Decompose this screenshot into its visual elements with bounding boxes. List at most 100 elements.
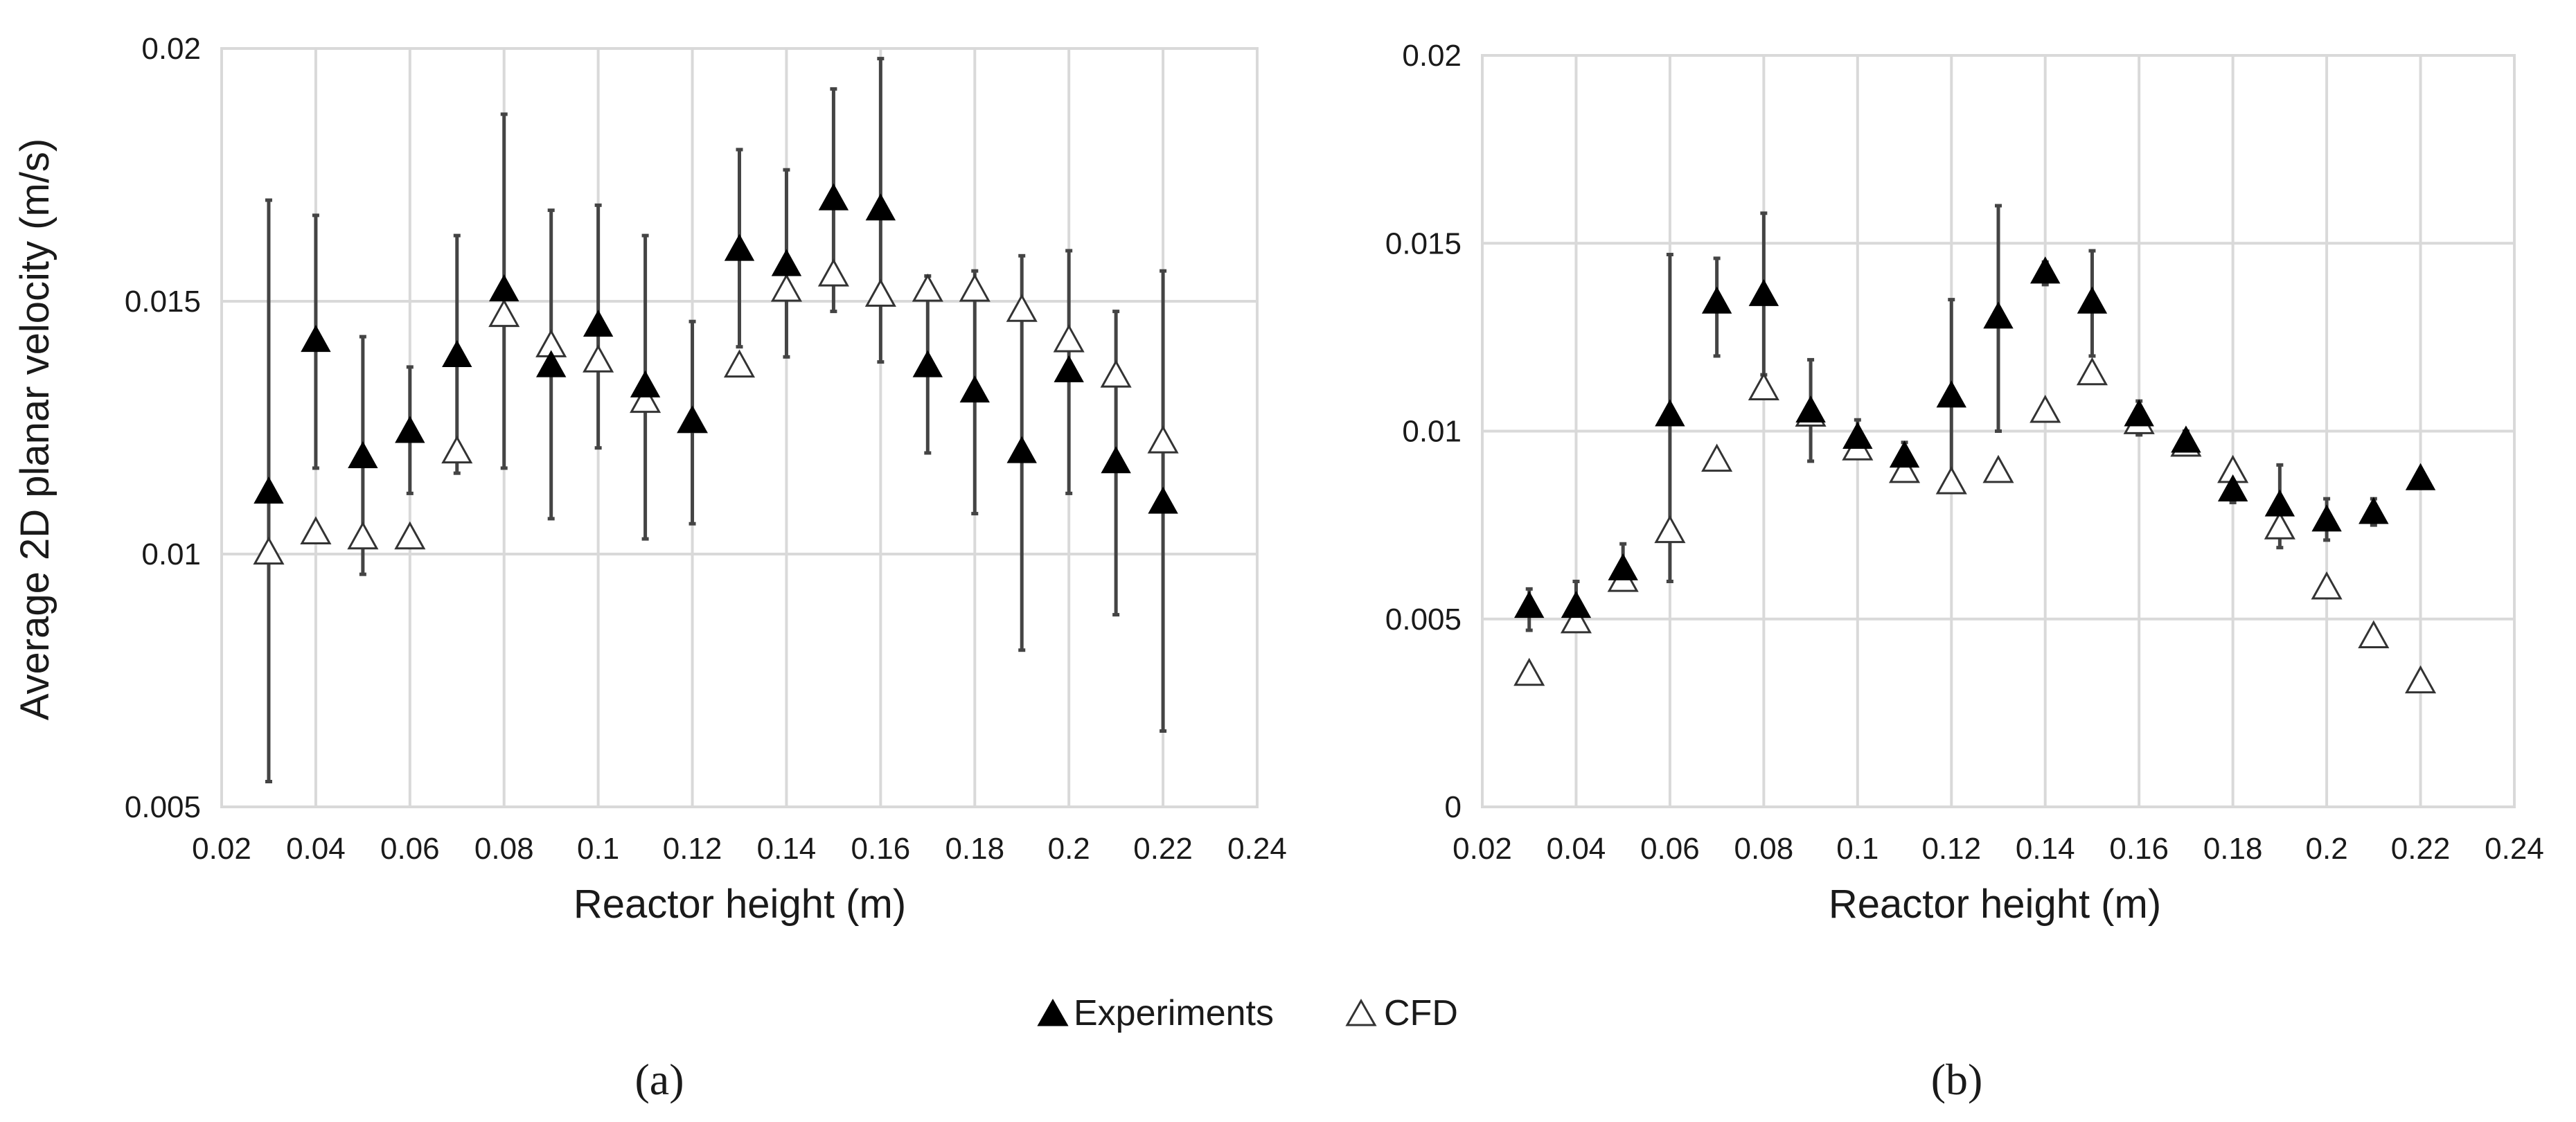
chart-a-series-experiments — [254, 183, 1178, 514]
chart-b-x-tick-label: 0.18 — [2203, 832, 2263, 866]
chart-a-experiment-point — [724, 233, 755, 261]
chart-a-experiment-point — [630, 370, 661, 398]
chart-b-x-tick-label: 0.06 — [1640, 832, 1700, 866]
chart-a-experiment-point — [912, 350, 943, 377]
chart-b-x-tick-label: 0.04 — [1547, 832, 1606, 866]
chart-b-experiment-point — [1889, 440, 1920, 468]
chart-b-experiment-point — [1608, 553, 1638, 580]
chart-b-experiment-point — [2077, 286, 2108, 314]
chart-a-cfd-point — [394, 521, 426, 550]
chart-a-cfd-point — [864, 278, 896, 307]
legend-experiments-label: Experiments — [1074, 993, 1274, 1033]
chart-a-experiment-point — [818, 183, 849, 211]
chart-a-cfd-point — [253, 536, 285, 565]
chart-b-experiment-point — [1701, 286, 1732, 314]
chart-b-x-tick-label: 0.1 — [1836, 832, 1878, 866]
chart-b-x-axis-title: Reactor height (m) — [1829, 882, 2161, 927]
chart-b-experiment-point — [2171, 425, 2201, 453]
chart-a-experiment-point — [442, 339, 472, 367]
chart-a-experiment-point — [301, 325, 331, 353]
chart-b-cfd-point — [2311, 571, 2343, 600]
chart-b-cfd-point — [1560, 605, 1592, 634]
chart-a-cfd-point — [770, 273, 803, 302]
chart-b-cfd-point — [1935, 466, 1967, 495]
chart-b-experiment-point — [1842, 421, 1873, 449]
chart-b-experiment-point — [1936, 380, 1966, 408]
chart-b-experiment-point — [1748, 278, 1779, 306]
chart-b-series-experiments — [1514, 256, 2436, 618]
legend-cfd-label: CFD — [1384, 993, 1458, 1033]
chart-a-x-tick-label: 0.24 — [1227, 832, 1287, 866]
chart-a-experiment-point — [771, 249, 802, 276]
legend: Experiments CFD — [1037, 993, 1458, 1033]
chart-b-cfd-point — [1888, 454, 1921, 483]
chart-b-y-tick-label: 0.01 — [1402, 415, 1462, 449]
chart-a-cfd-point — [959, 273, 991, 302]
chart-a-y-tick-label: 0.02 — [141, 32, 201, 66]
chart-b-x-tick-label: 0.02 — [1453, 832, 1512, 866]
chart-a-experiment-point — [1006, 436, 1037, 463]
chart-a-cfd-point — [1053, 323, 1085, 353]
chart-a-experiment-point — [1101, 446, 1131, 474]
chart-a-experiment-point — [1148, 486, 1178, 514]
chart-b-experiment-point — [2405, 463, 2436, 490]
chart-a-y-tick-label: 0.005 — [125, 790, 201, 824]
chart-b-cfd-point — [2404, 665, 2437, 694]
chart-b-x-tick-labels: 0.02 0.04 0.06 0.08 0.1 0.12 0.14 0.16 0.18 0.2 0.… — [1453, 832, 2544, 866]
chart-a-cfd-point — [300, 516, 332, 544]
chart-b-cfd-point — [1748, 372, 1779, 401]
chart-a-experiment-point — [348, 440, 378, 468]
chart-a-x-tick-label: 0.12 — [663, 832, 722, 866]
chart-a-experiment-point — [1054, 355, 1084, 382]
chart-a-y-tick-label: 0.015 — [125, 285, 201, 319]
legend-experiments-marker — [1037, 998, 1069, 1026]
chart-a-x-tick-label: 0.06 — [380, 832, 440, 866]
chart-b-y-tick-label: 0.015 — [1385, 226, 1462, 260]
chart-b-y-tick-labels: 0 0.005 0.01 0.015 0.02 — [1385, 39, 1462, 824]
chart-a-x-tick-label: 0.14 — [757, 832, 817, 866]
chart-b-experiment-point — [1655, 399, 1685, 427]
chart-b-x-tick-label: 0.24 — [2485, 832, 2544, 866]
chart-a-x-tick-labels: 0.02 0.04 0.06 0.08 0.1 0.12 0.14 0.16 0.18 0.2 0.… — [192, 832, 1287, 866]
chart-a-cfd-point — [1006, 294, 1038, 322]
chart-a-x-tick-label: 0.04 — [286, 832, 346, 866]
chart-b-y-tick-label: 0 — [1445, 790, 1462, 824]
chart-a-x-tick-label: 0.18 — [945, 832, 1004, 866]
chart-b-experiment-point — [2030, 256, 2061, 284]
chart-a-cfd-point — [630, 384, 661, 413]
chart-a-gridlines — [220, 47, 1259, 808]
chart-a-cfd-point — [817, 258, 849, 287]
chart-b-experiment-point — [2264, 489, 2295, 517]
chart-b-x-tick-label: 0.16 — [2109, 832, 2169, 866]
chart-a-x-tick-label: 0.16 — [851, 832, 911, 866]
chart-a-cfd-point — [583, 344, 614, 373]
chart-b-cfd-point — [2076, 357, 2108, 386]
chart-a-experiment-point — [583, 310, 614, 337]
chart-a-x-tick-label: 0.08 — [474, 832, 534, 866]
chart-b-experiment-point — [1561, 591, 1592, 618]
chart-a-y-tick-labels: 0.005 0.01 0.015 0.02 — [125, 32, 201, 824]
chart-a-cfd-point — [347, 521, 379, 550]
chart-b-cfd-point — [2264, 511, 2295, 540]
chart-b-experiment-point — [2217, 474, 2248, 501]
chart-a-x-tick-label: 0.2 — [1048, 832, 1090, 866]
chart-b-x-tick-label: 0.14 — [2016, 832, 2075, 866]
chart-b-y-tick-label: 0.005 — [1385, 603, 1462, 636]
chart-b-experiment-point — [2311, 504, 2342, 532]
chart-a-x-tick-label: 0.02 — [192, 832, 251, 866]
chart-b-cfd-point — [1701, 443, 1733, 472]
chart-a-y-tick-label: 0.01 — [141, 537, 201, 571]
panel-label-a: (a) — [634, 1055, 684, 1104]
chart-b-experiment-point — [1514, 591, 1545, 618]
chart-b-experiment-point — [1795, 395, 1826, 423]
chart-a-experiment-point — [535, 350, 567, 377]
chart-b-cfd-point — [2029, 394, 2061, 423]
chart-b-x-tick-label: 0.2 — [2306, 832, 2348, 866]
chart-b-experiment-point — [2124, 399, 2154, 427]
chart-b-x-tick-label: 0.08 — [1734, 832, 1794, 866]
chart-b-cfd-point — [2358, 620, 2390, 649]
